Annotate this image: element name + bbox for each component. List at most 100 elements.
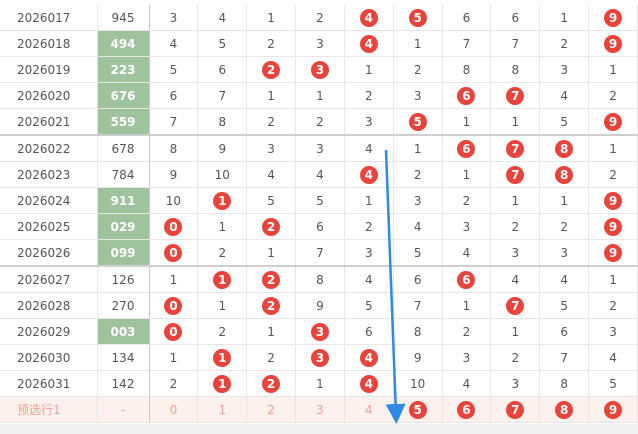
hit-ball: 7 [506,165,525,184]
issue: 2026029 [0,318,98,345]
cell: 3 [588,318,638,345]
issue: 2026026 [0,239,98,267]
number: 911 [97,187,150,214]
cell: 1 [197,396,248,423]
row: 2026020 676 6 7 1 1 2 3 6 7 4 2 [0,82,638,109]
cell: 2 [490,213,541,240]
cell: 1 [246,239,297,267]
hit-ball: 4 [359,374,378,393]
cell: 10 [393,370,443,397]
number: 494 [97,30,150,57]
cell: 8 [490,56,541,83]
cell: 6 [490,5,541,31]
cell: 6 [149,82,199,109]
number: 559 [97,108,150,136]
issue: 2026028 [0,292,98,319]
cell: 1 [442,292,492,319]
cell: 3 [442,344,492,371]
cell: 2 [246,370,297,397]
cell: 4 [490,266,541,293]
cell: 1 [539,5,590,31]
cell: 4 [344,161,394,188]
cell: 5 [246,187,297,214]
hit-ball: 7 [506,296,525,315]
cell: 2 [246,292,297,319]
cell: 4 [197,5,248,31]
number: 134 [97,344,150,371]
cell: 2 [246,56,297,83]
cell: 5 [393,108,443,136]
hit-ball: 6 [457,139,476,158]
hit-ball: 7 [506,139,525,158]
row: 2026018 494 4 5 2 3 4 1 7 7 2 9 [0,30,638,57]
cell: 5 [588,370,638,397]
cell: 2 [490,344,541,371]
cell: 2 [197,318,248,345]
cell: 2 [442,187,492,214]
cell: 4 [442,370,492,397]
cell: 2 [393,161,443,188]
hit-ball: 2 [262,217,281,236]
cell: 2 [588,161,638,188]
hit-ball: 6 [457,86,476,105]
cell: 2 [246,344,297,371]
cell: 9 [149,161,199,188]
hit-ball: 5 [408,400,427,419]
cell: 7 [197,82,248,109]
cell: 8 [539,135,590,162]
number: 676 [97,82,150,109]
cell: 5 [393,239,443,267]
cell: 1 [344,56,394,83]
cell: 1 [246,318,297,345]
cell: 2 [588,292,638,319]
cell: 0 [149,318,199,345]
cell: 1 [246,82,297,109]
issue: 2026027 [0,266,98,293]
cell: 4 [344,30,394,57]
cell: 5 [393,5,443,31]
cell: 3 [393,82,443,109]
cell: 3 [490,370,541,397]
cell: 3 [149,5,199,31]
cell: 9 [588,5,638,31]
cell: 4 [442,239,492,267]
trend-table: 2026017 945 3 4 1 2 4 5 6 6 1 9 2026018 494 4 5 2 3 4 1 7 7 2 9… [0,5,638,423]
cell: 2 [149,370,199,397]
cell: 3 [246,135,297,162]
cell: 4 [393,213,443,240]
cell: 4 [539,266,590,293]
cell: 1 [197,292,248,319]
cell: 3 [295,30,345,57]
hit-ball: 1 [213,270,232,289]
number: 270 [97,292,150,319]
cell: 8 [295,266,345,293]
cell: 0 [149,292,199,319]
cell: 6 [295,213,345,240]
issue: 2026017 [0,5,98,31]
hit-ball: 1 [213,374,232,393]
cell: 2 [246,30,297,57]
cell: 8 [539,161,590,188]
cell: 4 [344,5,394,31]
hit-ball: 1 [213,348,232,367]
cell: 6 [442,82,492,109]
hit-ball: 7 [506,400,525,419]
cell: 6 [539,318,590,345]
cell: 3 [344,108,394,136]
cell: 1 [588,266,638,293]
number: 142 [97,370,150,397]
cell: 2 [393,56,443,83]
row: 2026028 270 0 1 2 9 5 7 1 7 5 2 [0,292,638,319]
hit-ball: 9 [604,217,623,236]
cell: 4 [588,344,638,371]
row: 预选行1-0 1 2 3 4 5 6 7 8 9 [0,396,638,423]
cell: 2 [246,108,297,136]
cell: 2 [344,213,394,240]
row: 2026019 223 5 6 2 3 1 2 8 8 3 1 [0,56,638,83]
cell: 7 [442,30,492,57]
hit-ball: 2 [262,374,281,393]
issue: 2026022 [0,135,98,162]
cell: 4 [344,396,394,423]
cell: 1 [442,108,492,136]
row: 2026031 142 2 1 2 1 4 10 4 3 8 5 [0,370,638,397]
